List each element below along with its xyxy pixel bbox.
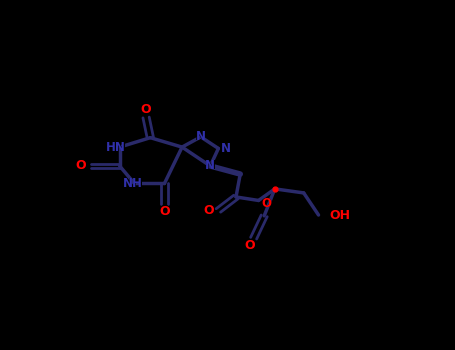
Text: N: N <box>195 130 206 143</box>
Text: N: N <box>220 142 231 155</box>
Text: OH: OH <box>330 209 351 222</box>
Text: O: O <box>141 103 152 117</box>
Text: HN: HN <box>106 141 126 154</box>
Text: N: N <box>220 142 230 155</box>
Text: O: O <box>140 103 152 117</box>
Text: O: O <box>244 239 256 253</box>
Text: OH: OH <box>330 208 353 222</box>
Text: O: O <box>158 204 170 218</box>
Text: HN: HN <box>105 141 127 154</box>
Text: NH: NH <box>121 177 144 190</box>
Text: O: O <box>159 205 170 218</box>
Text: N: N <box>205 160 216 173</box>
Text: NH: NH <box>123 177 142 190</box>
Text: O: O <box>245 239 255 252</box>
Text: O: O <box>261 197 271 210</box>
Text: O: O <box>76 160 86 173</box>
Text: O: O <box>202 203 214 217</box>
Text: N: N <box>196 130 206 143</box>
Text: N: N <box>205 160 215 173</box>
Text: O: O <box>75 159 87 173</box>
Text: O: O <box>203 204 214 217</box>
Text: O: O <box>261 197 272 210</box>
